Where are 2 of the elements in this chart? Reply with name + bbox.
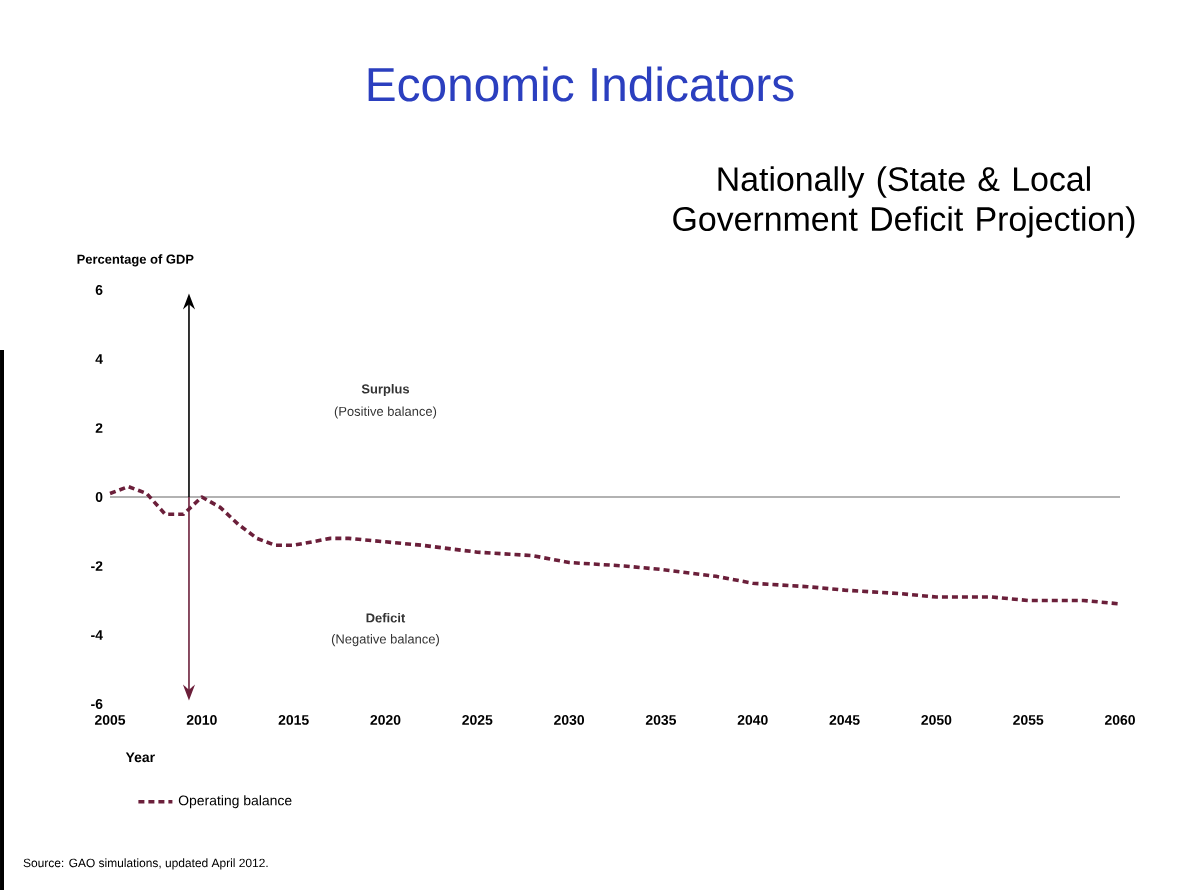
chart-title: Economic Indicators <box>368 66 794 102</box>
chart-subtitle: Nationally (State & Local Government Deficit Projection) <box>673 166 1135 238</box>
